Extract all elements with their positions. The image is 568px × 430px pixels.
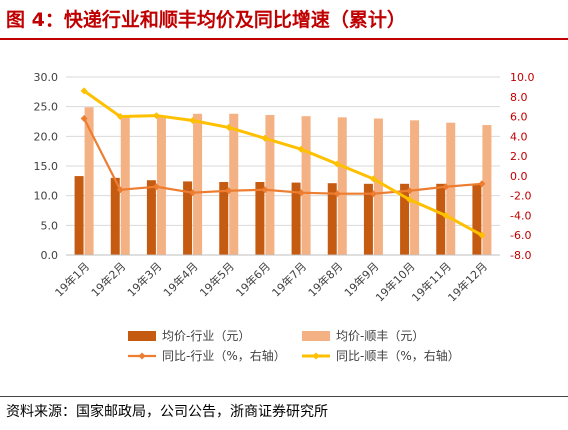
left-axis-tick-label: 30.0 <box>34 71 59 84</box>
right-axis-tick-label: 2.0 <box>510 150 528 163</box>
bar <box>337 117 347 255</box>
series-point <box>116 113 124 121</box>
x-axis-tick-label: 19年5月 <box>197 259 237 299</box>
bar <box>327 183 337 255</box>
series-point <box>406 187 414 195</box>
bar <box>74 176 84 255</box>
left-axis-tick-label: 15.0 <box>34 160 59 173</box>
legend-label: 同比-顺丰（%，右轴） <box>336 348 460 363</box>
figure-title: 图 4：快递行业和顺丰均价及同比增速（累计） <box>6 9 406 31</box>
bar <box>229 113 239 255</box>
right-axis-tick-label: 10.0 <box>510 71 535 84</box>
right-axis-tick-label: 4.0 <box>510 130 528 143</box>
bar <box>410 120 420 256</box>
series-point <box>152 183 160 191</box>
x-axis-tick-label: 19年12月 <box>445 259 490 304</box>
series-point <box>80 115 88 123</box>
left-axis-tick-label: 10.0 <box>34 190 59 203</box>
bar <box>110 177 120 255</box>
bar <box>146 180 156 255</box>
gridlines <box>66 76 500 256</box>
series-point <box>333 160 341 168</box>
left-axis-tick-label: 5.0 <box>41 219 59 232</box>
legend-label: 均价-行业（元） <box>162 329 250 343</box>
x-axis-tick-label: 19年6月 <box>233 259 273 299</box>
left-axis-tick-label: 20.0 <box>34 130 59 143</box>
right-axis-tick-label: -2.0 <box>510 190 531 203</box>
legend: 均价-行业（元） 均价-顺丰（元） 同比-行业（%，右轴） 同比-顺丰（%，右轴） <box>128 329 460 363</box>
left-axis-tick-label: 25.0 <box>34 101 59 114</box>
bars <box>74 107 492 256</box>
legend-label: 同比-行业（%，右轴） <box>162 348 286 363</box>
bar <box>255 182 265 255</box>
bar <box>84 107 94 255</box>
series-point <box>478 231 486 239</box>
legend-marker <box>312 352 320 360</box>
bar <box>120 117 130 255</box>
lines <box>80 87 486 239</box>
x-axis-tick-label: 19年3月 <box>124 259 164 299</box>
series-line <box>83 118 483 195</box>
bar <box>301 116 311 255</box>
bar <box>156 116 166 255</box>
bar <box>219 182 229 255</box>
x-axis-tick-label: 19年2月 <box>88 259 128 299</box>
series-point <box>297 145 305 153</box>
x-axis-tick-label: 19年1月 <box>52 259 92 299</box>
series-point <box>189 117 197 125</box>
series-point <box>261 134 269 142</box>
bar <box>265 114 275 256</box>
bar <box>482 125 492 255</box>
bar <box>291 182 301 255</box>
bar <box>193 113 203 255</box>
legend-marker <box>138 352 146 360</box>
bar <box>472 184 482 255</box>
right-axis-tick-label: -6.0 <box>510 229 531 242</box>
source-note: 资料来源：国家邮政局，公司公告，浙商证券研究所 <box>6 404 328 420</box>
series-line <box>83 89 483 237</box>
right-axis-tick-label: 0.0 <box>510 170 528 183</box>
series-point <box>442 211 450 219</box>
right-axis-tick-label: -8.0 <box>510 249 531 262</box>
series-point <box>369 190 377 198</box>
x-axis-tick-label: 19年8月 <box>305 259 345 299</box>
bar <box>183 181 193 255</box>
bar <box>436 183 446 255</box>
series-point <box>297 189 305 197</box>
title-divider <box>0 38 568 40</box>
series-point <box>406 196 414 204</box>
bar <box>373 118 383 256</box>
bar <box>446 122 456 255</box>
right-axis-tick-label: 6.0 <box>510 111 528 124</box>
right-axis-tick-label: 8.0 <box>510 91 528 104</box>
bar <box>400 183 410 255</box>
series-point <box>442 183 450 191</box>
series-point <box>189 189 197 197</box>
legend-swatch <box>128 331 156 341</box>
series-point <box>478 180 486 188</box>
series-point <box>152 112 160 120</box>
series-point <box>369 175 377 183</box>
x-axis-tick-label: 19年4月 <box>160 259 200 299</box>
x-axis-tick-label: 19年7月 <box>269 259 309 299</box>
series-point <box>225 187 233 195</box>
series-point <box>80 87 88 95</box>
series-point <box>225 123 233 131</box>
series-point <box>261 186 269 194</box>
right-axis-tick-label: -4.0 <box>510 209 531 222</box>
axes: 0.0 5.0 10.0 15.0 20.0 25.0 30.0 -8.0 -6.0 -4.0 -2… <box>34 71 535 304</box>
series-point <box>333 190 341 198</box>
chart: 0.0 5.0 10.0 15.0 20.0 25.0 30.0 -8.0 -6.0 -4.0 -2… <box>34 71 535 363</box>
series-point <box>116 186 124 194</box>
source-divider <box>0 396 568 397</box>
left-axis-tick-label: 0.0 <box>41 249 59 262</box>
bar <box>363 183 373 255</box>
legend-swatch <box>302 331 330 341</box>
legend-label: 均价-顺丰（元） <box>336 329 424 343</box>
